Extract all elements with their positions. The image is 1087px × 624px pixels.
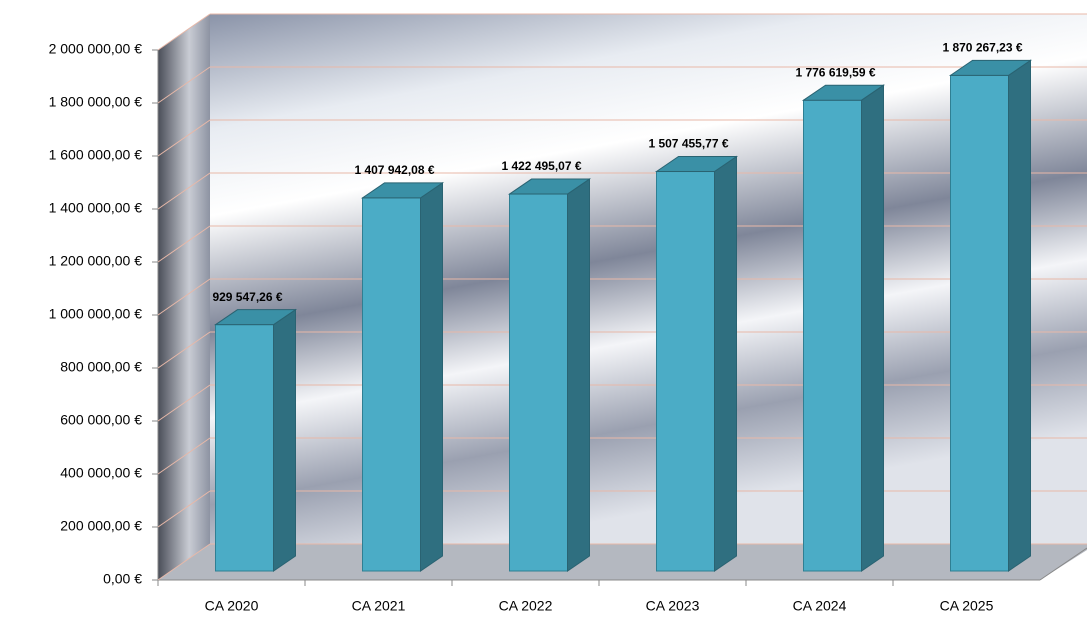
x-axis-depth [1039,547,1087,581]
floor [158,544,1087,580]
grid-line [157,384,211,422]
y-tick-label: 1 800 000,00 € [49,94,143,110]
y-tick-label: 400 000,00 € [60,465,142,481]
bar-side [1008,59,1031,572]
grid-line [157,13,211,51]
x-tick-label: CA 2025 [940,598,994,614]
x-tick-label: CA 2022 [499,598,553,614]
y-tick-label: 1 400 000,00 € [49,200,143,216]
grid-line [157,66,211,104]
value-label: 1 407 942,08 € [354,163,434,177]
bar-top [507,178,592,195]
grid-line [157,119,211,157]
bar-top [948,59,1033,76]
grid-line [157,331,211,369]
x-tick-label: CA 2023 [646,598,700,614]
y-tick-label: 0,00 € [103,571,142,587]
bar [950,74,1009,572]
bar-side [861,84,884,572]
value-label: 1 776 619,59 € [795,65,875,79]
bar [362,197,421,572]
x-tick-label: CA 2024 [793,598,847,614]
bar-side [420,181,443,572]
bar-side [273,308,296,572]
value-label: 1 422 495,07 € [501,159,581,173]
bar-top [360,182,445,199]
y-tick-label: 1 600 000,00 € [49,147,143,163]
y-tick-label: 1 000 000,00 € [49,306,143,322]
grid-line [157,172,211,210]
grid-line [157,490,211,528]
bar-top [213,309,298,326]
grid-line [157,278,211,316]
y-tick-label: 2 000 000,00 € [49,41,143,57]
x-tick-label: CA 2021 [352,598,406,614]
y-tick-label: 200 000,00 € [60,518,142,534]
bar-side [714,155,737,572]
x-tick-label: CA 2020 [205,598,259,614]
grid-line [157,437,211,475]
value-label: 1 507 455,77 € [648,137,728,151]
bar-side [567,178,590,572]
bar [215,324,274,572]
value-label: 929 547,26 € [212,290,282,304]
bar-top [654,156,739,173]
bar [803,99,862,572]
bar [509,193,568,572]
value-label: 1 870 267,23 € [942,41,1022,55]
bar [656,171,715,572]
grid-line [157,543,211,581]
y-tick-label: 800 000,00 € [60,359,142,375]
grid-line [157,225,211,263]
y-tick-label: 600 000,00 € [60,412,142,428]
bar-top [801,84,886,101]
y-tick-label: 1 200 000,00 € [49,253,143,269]
